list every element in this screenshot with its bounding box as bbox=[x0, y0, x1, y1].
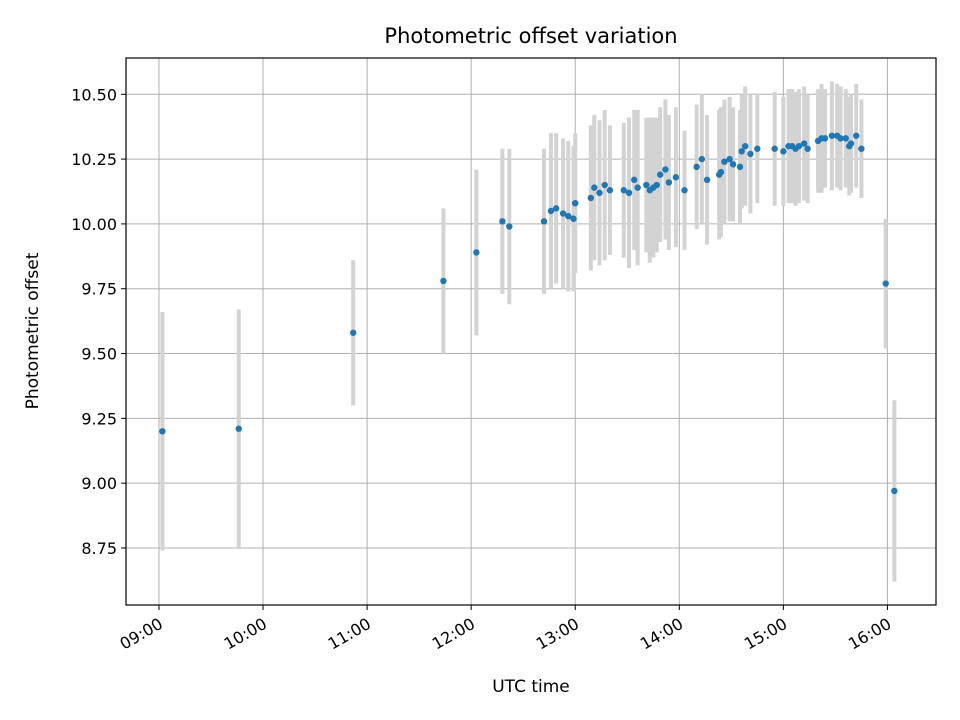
y-tick-label: 10.25 bbox=[71, 150, 117, 169]
data-point bbox=[565, 212, 572, 220]
data-point bbox=[828, 132, 836, 139]
data-point bbox=[738, 148, 745, 155]
chart-title: Photometric offset variation bbox=[384, 24, 677, 48]
data-point bbox=[540, 218, 548, 225]
data-point bbox=[662, 166, 669, 173]
y-tick-label: 9.00 bbox=[81, 474, 117, 493]
data-point bbox=[499, 218, 506, 225]
data-point bbox=[159, 428, 166, 435]
y-tick-label: 9.50 bbox=[81, 345, 117, 364]
data-points bbox=[159, 132, 898, 495]
y-axis: 8.75 9.00 9.25 9.50 9.75 10.00 10.25 10.50 bbox=[71, 85, 126, 558]
y-axis-title: Photometric offset bbox=[23, 252, 43, 409]
data-point bbox=[620, 187, 627, 194]
data-point bbox=[440, 277, 447, 285]
data-point bbox=[847, 140, 855, 147]
data-point bbox=[572, 199, 579, 207]
data-point bbox=[587, 194, 595, 202]
data-point bbox=[754, 145, 761, 152]
data-point bbox=[235, 425, 242, 432]
data-point bbox=[653, 181, 660, 189]
data-point bbox=[606, 187, 614, 194]
data-point bbox=[703, 176, 711, 184]
data-point bbox=[596, 189, 603, 197]
data-point bbox=[665, 179, 673, 186]
data-point bbox=[634, 184, 641, 191]
data-point bbox=[693, 163, 700, 171]
data-point bbox=[891, 487, 898, 495]
data-point bbox=[570, 215, 577, 222]
data-point bbox=[721, 158, 728, 165]
data-point bbox=[736, 163, 744, 171]
data-point bbox=[771, 145, 778, 152]
data-point bbox=[681, 187, 688, 194]
data-point bbox=[821, 135, 829, 142]
data-point bbox=[625, 189, 633, 197]
y-tick-label: 8.75 bbox=[81, 539, 117, 558]
y-tick-label: 9.25 bbox=[81, 409, 117, 428]
data-point bbox=[698, 155, 706, 163]
data-point bbox=[717, 168, 725, 176]
data-point bbox=[506, 223, 513, 230]
data-point bbox=[552, 205, 560, 212]
data-point bbox=[473, 249, 480, 256]
data-point bbox=[842, 135, 850, 142]
y-tick-label: 9.75 bbox=[81, 280, 117, 299]
plot-frame bbox=[125, 57, 937, 606]
data-point bbox=[747, 150, 754, 158]
x-axis-title: UTC time bbox=[492, 677, 570, 697]
data-point bbox=[780, 148, 787, 155]
data-point bbox=[672, 174, 680, 181]
data-point bbox=[837, 135, 844, 142]
data-point bbox=[804, 145, 811, 152]
data-point bbox=[795, 142, 803, 150]
data-point bbox=[601, 181, 608, 189]
data-point bbox=[657, 171, 664, 178]
data-point bbox=[726, 155, 733, 163]
data-point bbox=[742, 142, 749, 150]
data-point bbox=[729, 161, 737, 168]
data-point bbox=[858, 145, 865, 152]
data-point bbox=[643, 181, 650, 189]
data-point bbox=[547, 207, 555, 215]
data-point bbox=[853, 132, 860, 139]
y-tick-label: 10.50 bbox=[71, 85, 117, 104]
data-point bbox=[591, 184, 598, 191]
y-tick-label: 10.00 bbox=[71, 215, 117, 234]
data-point bbox=[882, 280, 889, 287]
data-point bbox=[350, 329, 357, 336]
data-point bbox=[631, 176, 638, 184]
data-point bbox=[800, 140, 808, 147]
grid bbox=[126, 58, 936, 605]
data-point bbox=[559, 210, 567, 217]
